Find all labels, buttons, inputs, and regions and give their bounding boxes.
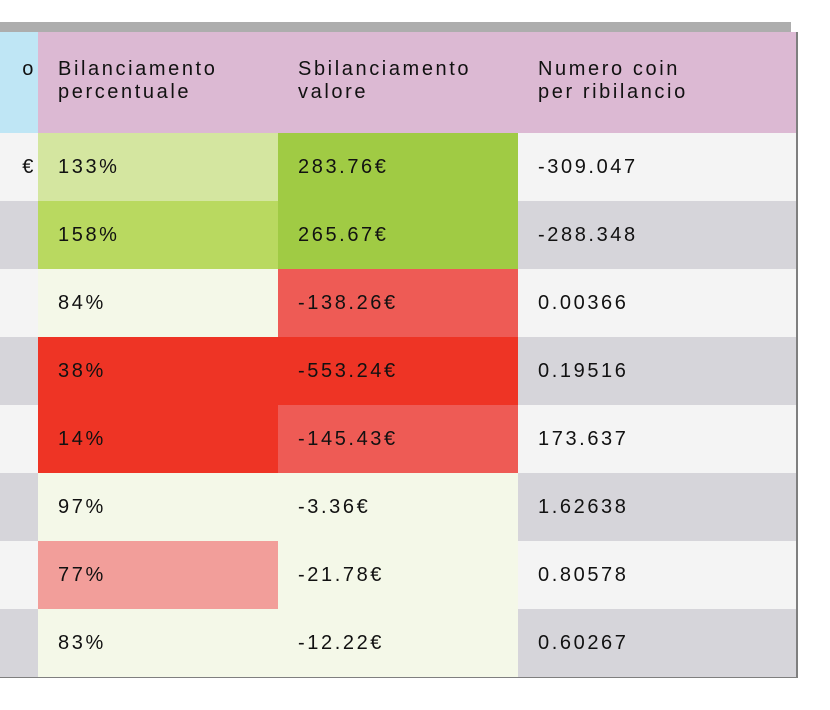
- imbalance-value-cell: -138.26€: [278, 269, 518, 337]
- percent-balance-cell: 158%: [38, 201, 278, 269]
- row-lead-cell: €: [0, 133, 38, 201]
- header-cell-col0: o: [0, 32, 38, 133]
- percent-balance-cell: 14%: [38, 405, 278, 473]
- table-row: 97% -3.36€ 1.62638: [0, 473, 796, 541]
- table-row: 83% -12.22€ 0.60267: [0, 609, 796, 677]
- header-cell-imbalance-value: Sbilanciamento valore: [278, 32, 518, 133]
- percent-balance-cell: 97%: [38, 473, 278, 541]
- header-imbalance-value-line1: Sbilanciamento: [298, 58, 472, 80]
- coins-to-rebalance-cell-text: 0.60267: [538, 631, 629, 654]
- header-percent-balance-line2: percentuale: [58, 81, 192, 104]
- header-coins-to-rebalance-line1: Numero coin: [538, 58, 680, 80]
- percent-balance-cell: 83%: [38, 609, 278, 677]
- coins-to-rebalance-cell-text: 173.637: [538, 427, 629, 450]
- percent-balance-cell: 133%: [38, 133, 278, 201]
- table-row: 38% -553.24€ 0.19516: [0, 337, 796, 405]
- row-lead-cell: [0, 269, 38, 337]
- percent-balance-cell-text: 158%: [58, 223, 120, 246]
- percent-balance-cell-text: 84%: [58, 291, 106, 314]
- coins-to-rebalance-cell: -288.348: [518, 201, 796, 269]
- imbalance-value-cell: 283.76€: [278, 133, 518, 201]
- table-header-row: o Bilanciamento percentuale Sbilanciamen…: [0, 32, 796, 133]
- coins-to-rebalance-cell: -309.047: [518, 133, 796, 201]
- imbalance-value-cell: -145.43€: [278, 405, 518, 473]
- header-imbalance-value-line2: valore: [298, 81, 369, 104]
- imbalance-value-cell-text: 265.67€: [298, 223, 389, 246]
- coins-to-rebalance-cell-text: 0.80578: [538, 563, 629, 586]
- table-row: 84% -138.26€ 0.00366: [0, 269, 796, 337]
- row-lead-cell: [0, 337, 38, 405]
- row-lead-cell-text: €: [22, 155, 36, 178]
- imbalance-value-cell-text: -21.78€: [298, 563, 385, 586]
- row-lead-cell: [0, 473, 38, 541]
- imbalance-value-cell: 265.67€: [278, 201, 518, 269]
- coins-to-rebalance-cell: 1.62638: [518, 473, 796, 541]
- percent-balance-cell: 38%: [38, 337, 278, 405]
- header-percent-balance-line1: Bilanciamento: [58, 58, 218, 80]
- imbalance-value-cell: -553.24€: [278, 337, 518, 405]
- percent-balance-cell-text: 133%: [58, 155, 120, 178]
- coins-to-rebalance-cell: 173.637: [518, 405, 796, 473]
- table-row: 158% 265.67€ -288.348: [0, 201, 796, 269]
- table-row: 14% -145.43€ 173.637: [0, 405, 796, 473]
- imbalance-value-cell-text: -145.43€: [298, 427, 398, 450]
- header-col0-label: o: [22, 58, 36, 80]
- imbalance-value-cell: -12.22€: [278, 609, 518, 677]
- coins-to-rebalance-cell-text: 1.62638: [538, 495, 629, 518]
- header-cell-percent-balance: Bilanciamento percentuale: [38, 32, 278, 133]
- imbalance-value-cell-text: -3.36€: [298, 495, 371, 518]
- percent-balance-cell-text: 97%: [58, 495, 106, 518]
- rebalance-table: o Bilanciamento percentuale Sbilanciamen…: [0, 32, 798, 678]
- percent-balance-cell-text: 14%: [58, 427, 106, 450]
- imbalance-value-cell-text: -12.22€: [298, 631, 385, 654]
- row-lead-cell: [0, 405, 38, 473]
- header-cell-coins-to-rebalance: Numero coin per ribilancio: [518, 32, 796, 133]
- coins-to-rebalance-cell: 0.19516: [518, 337, 796, 405]
- header-coins-to-rebalance-line2: per ribilancio: [538, 81, 688, 104]
- percent-balance-cell: 77%: [38, 541, 278, 609]
- table-row: €133% 283.76€ -309.047: [0, 133, 796, 201]
- percent-balance-cell-text: 77%: [58, 563, 106, 586]
- percent-balance-cell: 84%: [38, 269, 278, 337]
- row-lead-cell: [0, 609, 38, 677]
- percent-balance-cell-text: 38%: [58, 359, 106, 382]
- coins-to-rebalance-cell-text: 0.00366: [538, 291, 629, 314]
- imbalance-value-cell-text: -553.24€: [298, 359, 398, 382]
- coins-to-rebalance-cell-text: -288.348: [538, 223, 638, 246]
- imbalance-value-cell: -21.78€: [278, 541, 518, 609]
- coins-to-rebalance-cell: 0.80578: [518, 541, 796, 609]
- coins-to-rebalance-cell: 0.60267: [518, 609, 796, 677]
- table-frame: o Bilanciamento percentuale Sbilanciamen…: [0, 22, 798, 690]
- percent-balance-cell-text: 83%: [58, 631, 106, 654]
- table-top-bar: [0, 22, 791, 32]
- row-lead-cell: [0, 201, 38, 269]
- coins-to-rebalance-cell-text: 0.19516: [538, 359, 629, 382]
- imbalance-value-cell: -3.36€: [278, 473, 518, 541]
- table-row: 77% -21.78€ 0.80578: [0, 541, 796, 609]
- imbalance-value-cell-text: 283.76€: [298, 155, 389, 178]
- coins-to-rebalance-cell-text: -309.047: [538, 155, 638, 178]
- imbalance-value-cell-text: -138.26€: [298, 291, 398, 314]
- row-lead-cell: [0, 541, 38, 609]
- coins-to-rebalance-cell: 0.00366: [518, 269, 796, 337]
